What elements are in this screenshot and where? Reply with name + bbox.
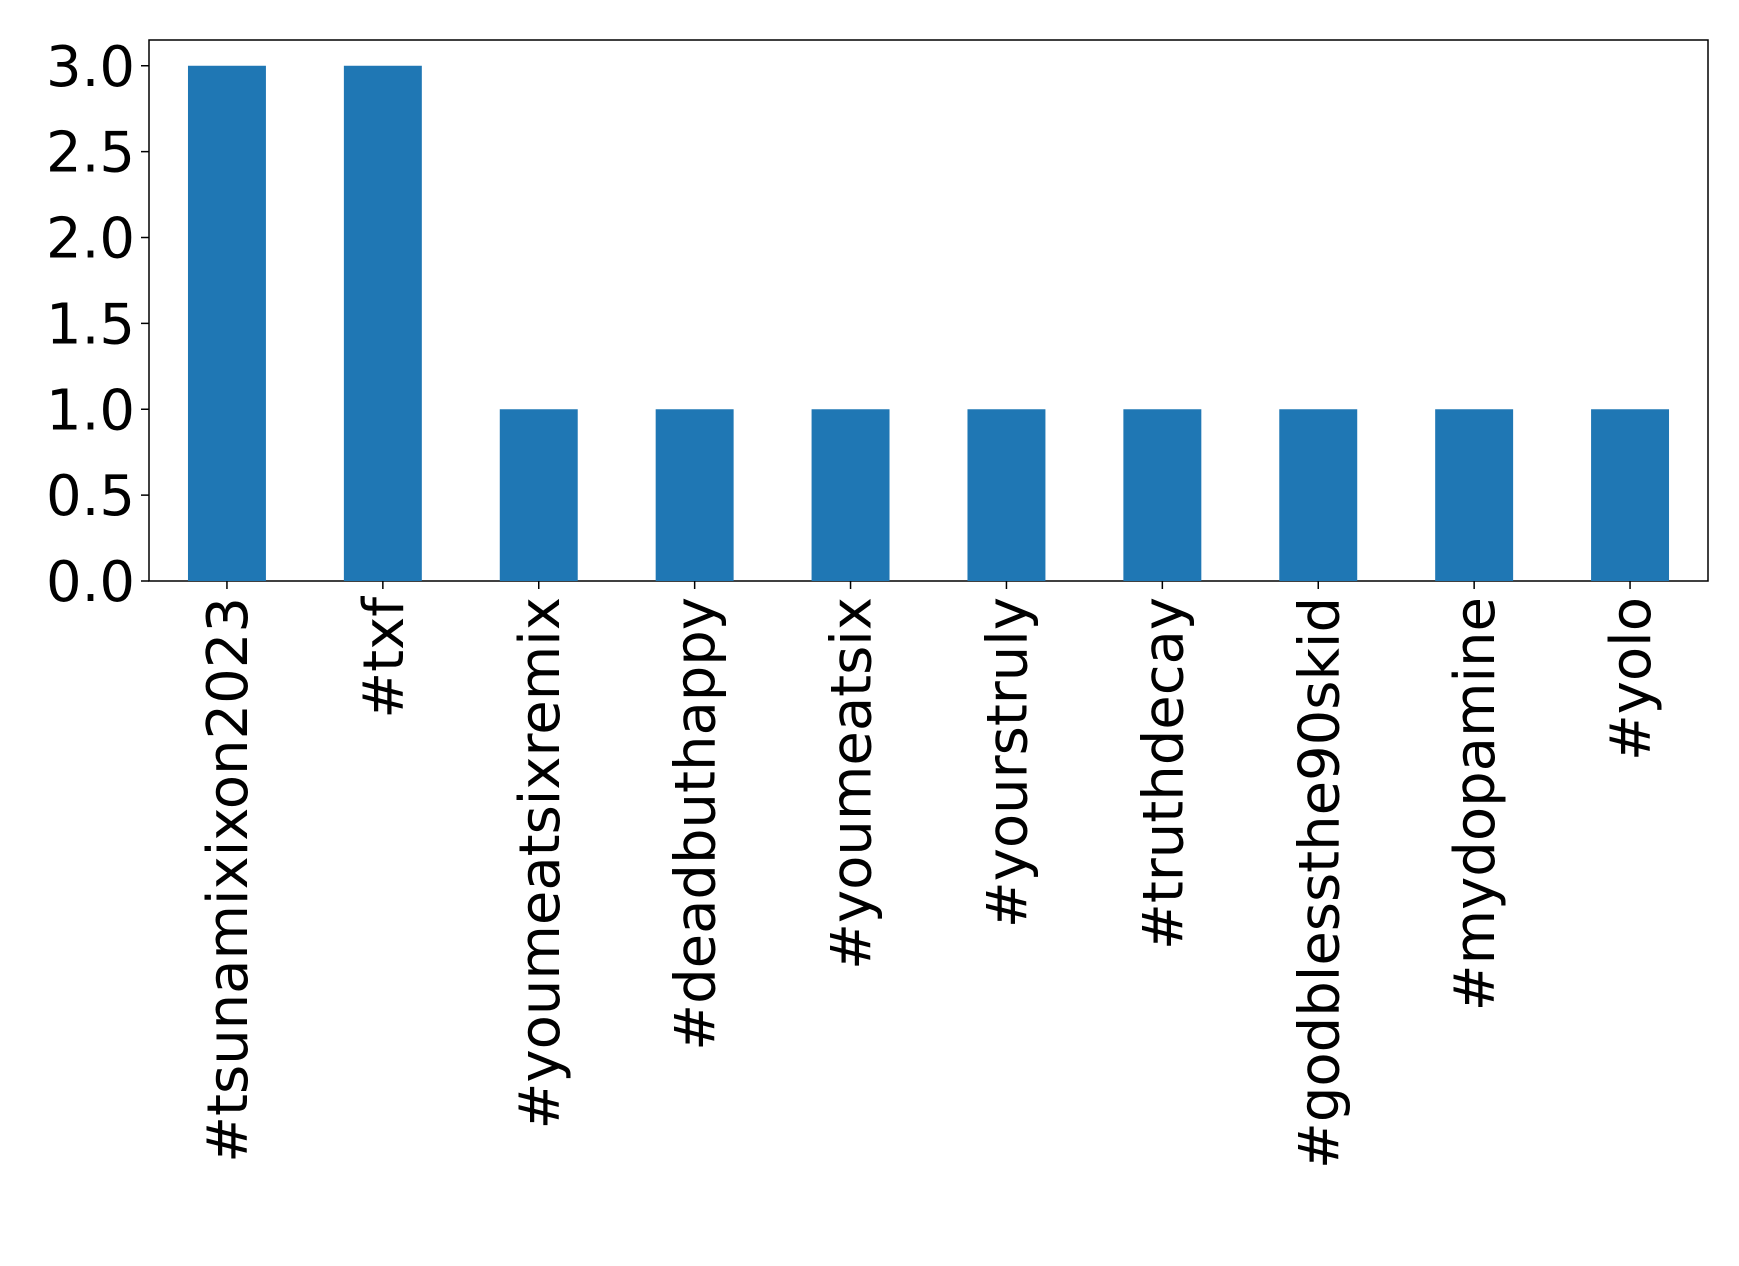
y-tick-label: 2.5	[46, 121, 135, 186]
bar	[1123, 409, 1202, 581]
plot-frame	[148, 39, 1709, 582]
x-tick-label: #yolo	[1599, 597, 1664, 761]
x-tick-label: #godblessthe90skid	[1287, 597, 1352, 1169]
x-tick-label: #truthdecay	[1131, 597, 1196, 950]
bar	[967, 409, 1046, 581]
bar	[187, 65, 266, 581]
x-tick-label: #txf	[352, 596, 417, 719]
bar	[1279, 409, 1358, 581]
y-tick-label: 0.5	[46, 464, 135, 529]
y-tick-label: 2.0	[46, 207, 135, 272]
x-tick-label: #mydopamine	[1443, 597, 1508, 1011]
bar	[811, 409, 890, 581]
y-tick-label: 0.0	[46, 550, 135, 615]
bar	[499, 409, 578, 581]
bar	[1435, 409, 1514, 581]
bar	[343, 65, 422, 581]
bar	[1591, 409, 1670, 581]
x-tick-label: #tsunamixixon2023	[196, 597, 261, 1163]
y-tick-label: 1.5	[46, 292, 135, 357]
bar	[655, 409, 734, 581]
y-tick-label: 1.0	[46, 378, 135, 443]
y-tick-label: 3.0	[46, 35, 135, 100]
x-tick-label: #yourstruly	[975, 597, 1040, 928]
x-tick-label: #deadbuthappy	[664, 597, 729, 1051]
x-tick-label: #youmeatsix	[820, 597, 885, 970]
x-tick-label: #youmeatsixremix	[508, 597, 573, 1129]
